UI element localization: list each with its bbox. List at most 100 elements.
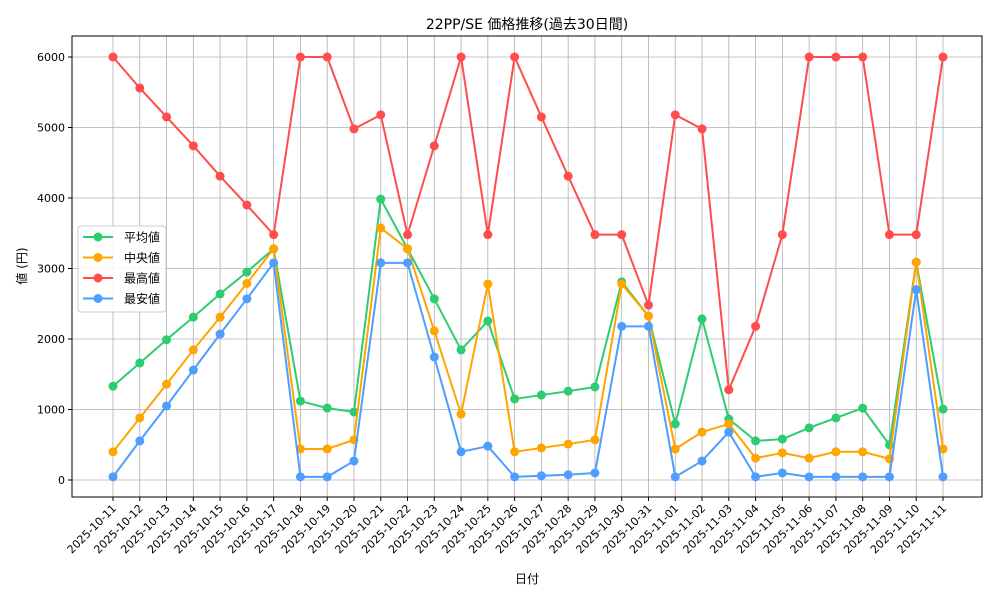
legend-marker [93, 232, 103, 242]
data-point [135, 436, 145, 446]
data-point [162, 335, 172, 345]
data-point [242, 200, 252, 210]
data-point [242, 267, 252, 277]
data-point [456, 345, 466, 355]
data-point [724, 419, 734, 429]
data-point [135, 413, 145, 423]
data-point [697, 456, 707, 466]
data-point [858, 472, 868, 482]
data-point [617, 279, 627, 289]
data-point [777, 434, 787, 444]
data-point [590, 468, 600, 478]
data-point [403, 258, 413, 268]
data-point [724, 385, 734, 395]
data-point [831, 472, 841, 482]
chart-title: 22PP/SE 価格推移(過去30日間) [426, 17, 628, 33]
data-point [269, 244, 279, 254]
data-point [188, 312, 198, 322]
data-point [536, 112, 546, 122]
data-point [831, 52, 841, 62]
data-point [563, 386, 573, 396]
data-point [536, 443, 546, 453]
data-point [697, 124, 707, 134]
data-point [510, 52, 520, 62]
data-point [510, 447, 520, 457]
data-point [938, 52, 948, 62]
data-point [858, 403, 868, 413]
data-point [643, 300, 653, 310]
data-point [242, 278, 252, 288]
data-point [831, 447, 841, 457]
data-point [376, 258, 386, 268]
data-point [590, 382, 600, 392]
data-point [751, 453, 761, 463]
series-line [112, 226, 944, 461]
data-point [403, 244, 413, 254]
data-point [697, 427, 707, 437]
data-point [563, 171, 573, 181]
data-point [670, 419, 680, 429]
data-point [349, 456, 359, 466]
data-point [751, 321, 761, 331]
data-point [162, 112, 172, 122]
data-point [429, 352, 439, 362]
data-point [911, 230, 921, 240]
data-point [777, 448, 787, 458]
data-point [804, 423, 814, 433]
data-point [322, 403, 332, 413]
data-point [108, 52, 118, 62]
legend-label: 最安値 [124, 291, 160, 306]
data-point [376, 194, 386, 204]
data-point [643, 311, 653, 321]
data-point [429, 294, 439, 304]
data-point [804, 453, 814, 463]
data-point [456, 409, 466, 419]
data-point [269, 258, 279, 268]
data-point [697, 314, 707, 324]
data-point [242, 294, 252, 304]
data-point [295, 52, 305, 62]
data-point [777, 468, 787, 478]
data-point [295, 396, 305, 406]
data-point [563, 439, 573, 449]
data-point [938, 404, 948, 414]
y-tick-label: 5000 [37, 122, 65, 135]
data-point [670, 444, 680, 454]
data-point [858, 447, 868, 457]
data-point [590, 435, 600, 445]
data-point [322, 472, 332, 482]
data-point [376, 223, 386, 233]
legend-marker [93, 273, 103, 283]
data-point [108, 447, 118, 457]
data-point [483, 279, 493, 289]
data-point [215, 329, 225, 339]
y-tick-label: 2000 [37, 333, 65, 346]
data-point [429, 141, 439, 151]
data-point [295, 472, 305, 482]
data-point [911, 285, 921, 295]
y-tick-label: 6000 [37, 51, 65, 64]
data-point [911, 257, 921, 267]
data-point [858, 52, 868, 62]
data-point [135, 358, 145, 368]
data-point [215, 289, 225, 299]
data-point [831, 413, 841, 423]
data-point [590, 230, 600, 240]
data-point [643, 321, 653, 331]
data-point [804, 472, 814, 482]
legend-box [77, 225, 167, 313]
data-point [536, 471, 546, 481]
data-point [670, 472, 680, 482]
data-point [403, 230, 413, 240]
data-point [483, 316, 493, 326]
data-point [804, 52, 814, 62]
series-line [112, 195, 944, 448]
data-point [751, 436, 761, 446]
data-point [670, 110, 680, 120]
legend-marker [93, 253, 103, 262]
data-point [108, 472, 118, 482]
data-point [617, 321, 627, 331]
data-point [510, 472, 520, 482]
data-point [135, 83, 145, 93]
x-axis-label: 日付 [515, 572, 539, 586]
